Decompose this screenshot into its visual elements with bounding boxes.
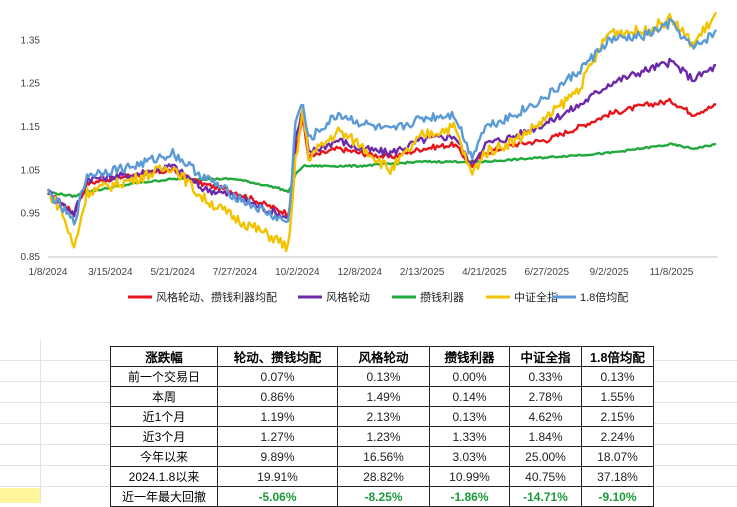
value-cell: 16.56% [337,446,430,467]
value-cell: 0.13% [337,366,430,387]
table-row: 近1个月 1.19% 2.13% 0.13% 4.62% 2.15% [110,406,654,427]
value-cell: 0.86% [217,386,338,407]
row-label: 近3个月 [110,426,218,447]
value-cell: 1.49% [337,386,430,407]
table-row: 近3个月 1.27% 1.23% 1.33% 1.84% 2.24% [110,426,654,447]
legend: 风格轮动、攒钱利器均配 风格轮动 攒钱利器 中证全指 1.8倍均配 [128,290,628,304]
value-cell: 1.55% [581,386,654,407]
row-label: 近1个月 [110,406,218,427]
value-cell: 0.07% [217,366,338,387]
x-tick-label: 6/27/2025 [525,267,570,278]
value-cell: 0.14% [429,386,510,407]
value-cell: 0.13% [429,406,510,427]
value-cell: 1.19% [217,406,338,427]
value-cell: 1.23% [337,426,430,447]
value-cell: 25.00% [509,446,582,467]
y-tick-label: 0.85 [21,252,41,263]
value-cell: 40.75% [509,466,582,487]
row-label: 今年以来 [110,446,218,467]
value-cell: 19.91% [217,466,338,487]
header-cell: 攒钱利器 [429,346,510,367]
x-tick-label: 7/27/2024 [213,267,258,278]
value-cell: 2.78% [509,386,582,407]
series-line [46,57,717,220]
header-cell: 风格轮动 [337,346,430,367]
table-row: 近一年最大回撤 -5.06% -8.25% -1.86% -14.71% -9.10% [110,486,654,507]
line-chart: 0.85 0.95 1.05 1.15 1.25 1.35 1/8/2024 3/15/20… [21,11,718,304]
table-row: 本周 0.86% 1.49% 0.14% 2.78% 1.55% [110,386,654,407]
performance-table-wrap: 涨跌幅 轮动、攒钱均配 风格轮动 攒钱利器 中证全指 1.8倍均配 前一个交易日… [110,346,654,507]
y-tick-label: 1.25 [21,79,41,90]
y-axis: 0.85 0.95 1.05 1.15 1.25 1.35 [21,35,41,263]
legend-label: 中证全指 [514,290,558,304]
row-label: 前一个交易日 [110,366,218,387]
performance-table: 涨跌幅 轮动、攒钱均配 风格轮动 攒钱利器 中证全指 1.8倍均配 前一个交易日… [110,346,654,507]
y-tick-label: 0.95 [21,209,41,220]
value-cell: 0.33% [509,366,582,387]
series-line [46,18,718,226]
series-line [47,11,718,253]
header-cell: 1.8倍均配 [581,346,654,367]
x-tick-label: 5/21/2024 [150,267,195,278]
table-row: 前一个交易日 0.07% 0.13% 0.00% 0.33% 0.13% [110,366,654,387]
value-cell: 28.82% [337,466,430,487]
x-tick-label: 4/21/2025 [462,267,507,278]
legend-label: 风格轮动 [326,290,370,304]
header-cell: 中证全指 [509,346,582,367]
x-tick-label: 10/2/2024 [275,267,320,278]
header-cell: 轮动、攒钱均配 [217,346,338,367]
value-cell: 2.24% [581,426,654,447]
table-row: 2024.1.8以来 19.91% 28.82% 10.99% 40.75% 37.18% [110,466,654,487]
header-cell: 涨跌幅 [110,346,218,367]
table-row: 今年以来 9.89% 16.56% 3.03% 25.00% 18.07% [110,446,654,467]
value-cell: 3.03% [429,446,510,467]
value-cell: 18.07% [581,446,654,467]
x-tick-label: 9/2/2025 [590,267,629,278]
series-lines [46,11,718,253]
value-cell: -5.06% [217,486,338,507]
y-tick-label: 1.05 [21,165,41,176]
table-header-row: 涨跌幅 轮动、攒钱均配 风格轮动 攒钱利器 中证全指 1.8倍均配 [110,346,654,367]
x-tick-label: 3/15/2024 [88,267,133,278]
value-cell: 2.15% [581,406,654,427]
value-cell: 10.99% [429,466,510,487]
value-cell: 0.00% [429,366,510,387]
value-cell: 9.89% [217,446,338,467]
legend-label: 1.8倍均配 [580,290,628,304]
x-tick-label: 11/8/2025 [650,267,694,278]
value-cell: 0.13% [581,366,654,387]
highlighted-cell[interactable] [0,488,40,503]
value-cell: -9.10% [581,486,654,507]
value-cell: -8.25% [337,486,430,507]
row-label: 本周 [110,386,218,407]
x-tick-label: 2/13/2025 [400,267,445,278]
row-label: 2024.1.8以来 [110,466,218,487]
value-cell: 4.62% [509,406,582,427]
value-cell: 37.18% [581,466,654,487]
y-tick-label: 1.35 [21,35,41,46]
legend-label: 风格轮动、攒钱利器均配 [156,290,277,304]
x-tick-label: 1/8/2024 [29,267,68,278]
row-label: 近一年最大回撤 [110,486,218,507]
value-cell: 1.84% [509,426,582,447]
legend-label: 攒钱利器 [420,290,464,304]
value-cell: -1.86% [429,486,510,507]
value-cell: 1.27% [217,426,338,447]
y-tick-label: 1.15 [21,122,41,133]
series-line [47,97,717,217]
value-cell: -14.71% [509,486,582,507]
value-cell: 2.13% [337,406,430,427]
x-tick-label: 12/8/2024 [337,267,382,278]
value-cell: 1.33% [429,426,510,447]
x-axis: 1/8/2024 3/15/2024 5/21/2024 7/27/2024 10/2/… [29,256,718,278]
